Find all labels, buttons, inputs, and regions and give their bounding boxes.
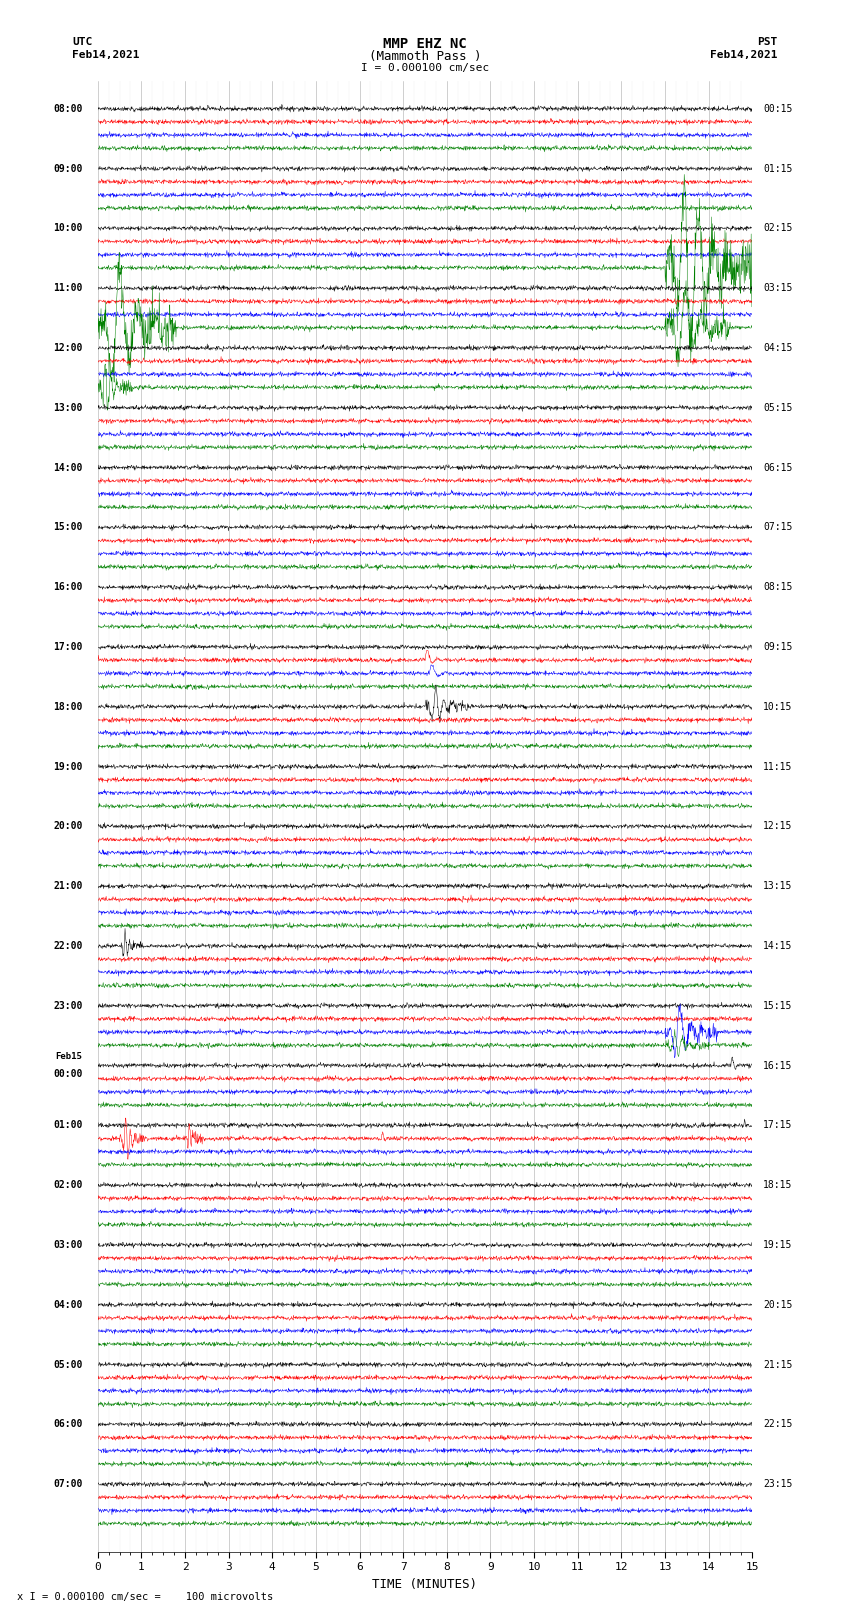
Text: MMP EHZ NC: MMP EHZ NC xyxy=(383,37,467,52)
Text: 11:15: 11:15 xyxy=(763,761,792,771)
Text: 07:15: 07:15 xyxy=(763,523,792,532)
Text: 15:00: 15:00 xyxy=(53,523,82,532)
Text: UTC: UTC xyxy=(72,37,93,47)
Text: 18:15: 18:15 xyxy=(763,1181,792,1190)
Text: 14:15: 14:15 xyxy=(763,940,792,952)
Text: 02:00: 02:00 xyxy=(53,1181,82,1190)
Text: 12:15: 12:15 xyxy=(763,821,792,831)
Text: 21:15: 21:15 xyxy=(763,1360,792,1369)
Text: 04:00: 04:00 xyxy=(53,1300,82,1310)
Text: PST: PST xyxy=(757,37,778,47)
Text: 08:15: 08:15 xyxy=(763,582,792,592)
Text: 20:15: 20:15 xyxy=(763,1300,792,1310)
Text: 09:15: 09:15 xyxy=(763,642,792,652)
X-axis label: TIME (MINUTES): TIME (MINUTES) xyxy=(372,1578,478,1590)
Text: 08:00: 08:00 xyxy=(53,103,82,115)
Text: 22:00: 22:00 xyxy=(53,940,82,952)
Text: 10:15: 10:15 xyxy=(763,702,792,711)
Text: 13:00: 13:00 xyxy=(53,403,82,413)
Text: 05:00: 05:00 xyxy=(53,1360,82,1369)
Text: 07:00: 07:00 xyxy=(53,1479,82,1489)
Text: 19:15: 19:15 xyxy=(763,1240,792,1250)
Text: 16:00: 16:00 xyxy=(53,582,82,592)
Text: 00:00: 00:00 xyxy=(53,1068,82,1079)
Text: 17:00: 17:00 xyxy=(53,642,82,652)
Text: 09:00: 09:00 xyxy=(53,163,82,174)
Text: 21:00: 21:00 xyxy=(53,881,82,890)
Text: 20:00: 20:00 xyxy=(53,821,82,831)
Text: 12:00: 12:00 xyxy=(53,344,82,353)
Text: 17:15: 17:15 xyxy=(763,1121,792,1131)
Text: 00:15: 00:15 xyxy=(763,103,792,115)
Text: 03:00: 03:00 xyxy=(53,1240,82,1250)
Text: Feb14,2021: Feb14,2021 xyxy=(711,50,778,60)
Text: 05:15: 05:15 xyxy=(763,403,792,413)
Text: 11:00: 11:00 xyxy=(53,284,82,294)
Text: 03:15: 03:15 xyxy=(763,284,792,294)
Text: Feb15: Feb15 xyxy=(55,1052,82,1061)
Text: 06:15: 06:15 xyxy=(763,463,792,473)
Text: 04:15: 04:15 xyxy=(763,344,792,353)
Text: 13:15: 13:15 xyxy=(763,881,792,890)
Text: (Mammoth Pass ): (Mammoth Pass ) xyxy=(369,50,481,63)
Text: 01:15: 01:15 xyxy=(763,163,792,174)
Text: 14:00: 14:00 xyxy=(53,463,82,473)
Text: 22:15: 22:15 xyxy=(763,1419,792,1429)
Text: 01:00: 01:00 xyxy=(53,1121,82,1131)
Text: I = 0.000100 cm/sec: I = 0.000100 cm/sec xyxy=(361,63,489,73)
Text: 18:00: 18:00 xyxy=(53,702,82,711)
Text: 02:15: 02:15 xyxy=(763,223,792,234)
Text: 23:00: 23:00 xyxy=(53,1000,82,1011)
Text: 15:15: 15:15 xyxy=(763,1000,792,1011)
Text: 06:00: 06:00 xyxy=(53,1419,82,1429)
Text: 23:15: 23:15 xyxy=(763,1479,792,1489)
Text: Feb14,2021: Feb14,2021 xyxy=(72,50,139,60)
Text: 10:00: 10:00 xyxy=(53,223,82,234)
Text: 19:00: 19:00 xyxy=(53,761,82,771)
Text: 16:15: 16:15 xyxy=(763,1060,792,1071)
Text: x I = 0.000100 cm/sec =    100 microvolts: x I = 0.000100 cm/sec = 100 microvolts xyxy=(17,1592,273,1602)
